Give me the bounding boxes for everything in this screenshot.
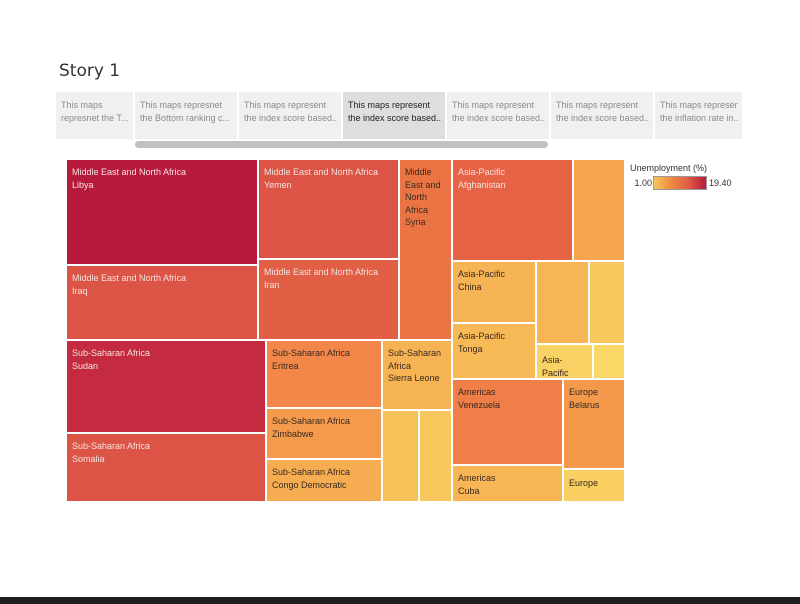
tile-region-label: Americas xyxy=(458,387,496,397)
story-point-caption-line2: the index score based... xyxy=(348,113,441,123)
story-navigator: This maps represnet the T... This maps r… xyxy=(56,92,744,140)
treemap-tile-iraq[interactable]: Middle East and North Africa Iraq xyxy=(66,265,258,340)
treemap-tile-venezuela[interactable]: Americas Venezuela xyxy=(452,379,563,465)
story-point-caption-line2: the index score based... xyxy=(452,113,545,123)
story-point-caption-line1: This maps represnet xyxy=(140,100,223,110)
story-title: Story 1 xyxy=(59,61,121,81)
treemap-tile-cuba[interactable]: Americas Cuba xyxy=(452,465,563,502)
treemap-tile-sub-saharan-unlabeled[interactable] xyxy=(382,410,419,502)
treemap-tile-belarus[interactable]: Europe Belarus xyxy=(563,379,625,469)
tile-region-label: Americas xyxy=(458,473,496,483)
tile-country-label: Iraq xyxy=(72,285,88,296)
legend-scale: 1.00 19.40 xyxy=(630,176,750,190)
treemap-tile-asia-pacific-unlabeled[interactable] xyxy=(536,261,589,344)
tile-region-label: Sub-Saharan Africa xyxy=(72,441,151,451)
story-point-7[interactable]: This maps represent the inflation rate i… xyxy=(655,92,744,139)
treemap-tile-eritrea[interactable]: Sub-Saharan Africa Eritrea xyxy=(266,340,382,408)
treemap-tile-yemen[interactable]: Middle East and North Africa Yemen xyxy=(258,159,399,259)
legend-title: Unemployment (%) xyxy=(630,163,708,173)
window-bottom-bar xyxy=(0,597,800,604)
treemap-tile-iran[interactable]: Middle East and North Africa Iran xyxy=(258,259,399,340)
tile-region-label: Asia-Pacific xyxy=(458,269,506,279)
tile-country-label: Somalia xyxy=(72,453,105,464)
story-point-4[interactable]: This maps represent the index score base… xyxy=(343,92,447,139)
legend-gradient-bar[interactable] xyxy=(653,176,707,190)
story-point-caption-line1: This maps represent xyxy=(348,100,431,110)
treemap-tile-congo-democratic[interactable]: Sub-Saharan Africa Congo Democratic xyxy=(266,459,382,502)
tile-country-label: Tonga xyxy=(458,343,483,354)
tile-region-label: Europe xyxy=(569,478,599,488)
story-point-caption-line1: This maps represent xyxy=(660,100,738,110)
treemap-tile-afghanistan[interactable]: Asia-Pacific Afghanistan xyxy=(452,159,573,261)
tile-country-label: Belarus xyxy=(569,399,600,410)
tile-region-label: Asia-Pacific xyxy=(458,331,506,341)
treemap-tile-zimbabwe[interactable]: Sub-Saharan Africa Zimbabwe xyxy=(266,408,382,459)
tile-country-label: Sudan xyxy=(72,360,99,371)
legend-max-value: 19.40 xyxy=(709,178,732,188)
tile-country-label: Sierra Leone xyxy=(388,373,440,383)
story-point-caption-line2: the index score based... xyxy=(244,113,337,123)
story-point-2[interactable]: This maps represnet the Bottom ranking c… xyxy=(135,92,239,139)
tile-region-label: Middle East and North Africa xyxy=(72,167,187,177)
tile-region-label: Middle East and North Africa xyxy=(264,167,379,177)
treemap-tile-sub-saharan-unlabeled[interactable] xyxy=(419,410,452,502)
tile-country-label: Eritrea xyxy=(272,360,299,371)
story-point-5[interactable]: This maps represent the index score base… xyxy=(447,92,551,139)
tile-region-label: Sub-Saharan Africa xyxy=(272,416,351,426)
treemap-tile-libya[interactable]: Middle East and North Africa Libya xyxy=(66,159,258,265)
story-point-3[interactable]: This maps represent the index score base… xyxy=(239,92,343,139)
tile-country-label: Syria xyxy=(405,217,426,227)
tile-region-label: Sub-Saharan Africa xyxy=(272,348,351,358)
story-point-caption-line1: This maps xyxy=(61,100,103,110)
tile-region-label: Asia-Pacific xyxy=(458,167,506,177)
tile-country-label: Cuba xyxy=(458,485,480,496)
tile-region-label: Middle East and North Africa xyxy=(72,273,187,283)
tile-region-label: Middle East and North Africa xyxy=(264,267,379,277)
treemap-tile-asia-pacific[interactable]: Asia-Pacific xyxy=(536,344,593,379)
story-point-caption-line2: the Bottom ranking c... xyxy=(140,113,231,123)
tile-region-label: Sub-Saharan Africa xyxy=(72,348,151,358)
tile-country-label: Iran xyxy=(264,279,280,290)
story-nav-scrollbar[interactable] xyxy=(135,141,548,148)
color-legend: Unemployment (%) 1.00 19.40 xyxy=(630,163,750,190)
tile-region-label: Sub-Saharan Africa xyxy=(388,348,442,371)
treemap-tile-asia-pacific-unlabeled[interactable] xyxy=(593,344,625,379)
unemployment-treemap: Middle East and North Africa Libya Middl… xyxy=(66,159,625,502)
tile-country-label: Venezuela xyxy=(458,399,501,410)
story-point-caption-line2: the index score based... xyxy=(556,113,649,123)
tile-region-label: Europe xyxy=(569,387,599,397)
story-point-caption-line1: This maps represent xyxy=(452,100,535,110)
story-point-caption-line2: the inflation rate in... xyxy=(660,113,738,123)
treemap-tile-asia-pacific-unlabeled[interactable] xyxy=(589,261,625,344)
tile-country-label: Zimbabwe xyxy=(272,428,314,439)
treemap-tile-somalia[interactable]: Sub-Saharan Africa Somalia xyxy=(66,433,266,502)
tile-region-label: Asia-Pacific xyxy=(542,355,569,378)
treemap-tile-europe[interactable]: Europe xyxy=(563,469,625,502)
tile-country-label: Libya xyxy=(72,179,94,190)
tile-country-label: Congo Democratic xyxy=(272,479,347,490)
treemap-tile-sudan[interactable]: Sub-Saharan Africa Sudan xyxy=(66,340,266,433)
story-point-1[interactable]: This maps represnet the T... xyxy=(56,92,135,139)
story-point-caption-line1: This maps represent xyxy=(556,100,639,110)
story-point-6[interactable]: This maps represent the index score base… xyxy=(551,92,655,139)
tile-region-label: Middle East and North Africa xyxy=(405,167,441,215)
story-point-caption-line1: This maps represent xyxy=(244,100,327,110)
treemap-tile-sierra-leone[interactable]: Sub-Saharan Africa Sierra Leone xyxy=(382,340,452,410)
treemap-tile-china[interactable]: Asia-Pacific China xyxy=(452,261,536,323)
treemap-tile-asia-pacific-unlabeled[interactable] xyxy=(573,159,625,261)
story-point-caption-line2: represnet the T... xyxy=(61,113,129,123)
tile-region-label: Sub-Saharan Africa xyxy=(272,467,351,477)
legend-min-value: 1.00 xyxy=(634,178,652,188)
treemap-tile-tonga[interactable]: Asia-Pacific Tonga xyxy=(452,323,536,379)
tile-country-label: Yemen xyxy=(264,179,292,190)
treemap-tile-syria[interactable]: Middle East and North Africa Syria xyxy=(399,159,452,340)
tile-country-label: China xyxy=(458,281,482,292)
tile-country-label: Afghanistan xyxy=(458,179,506,190)
